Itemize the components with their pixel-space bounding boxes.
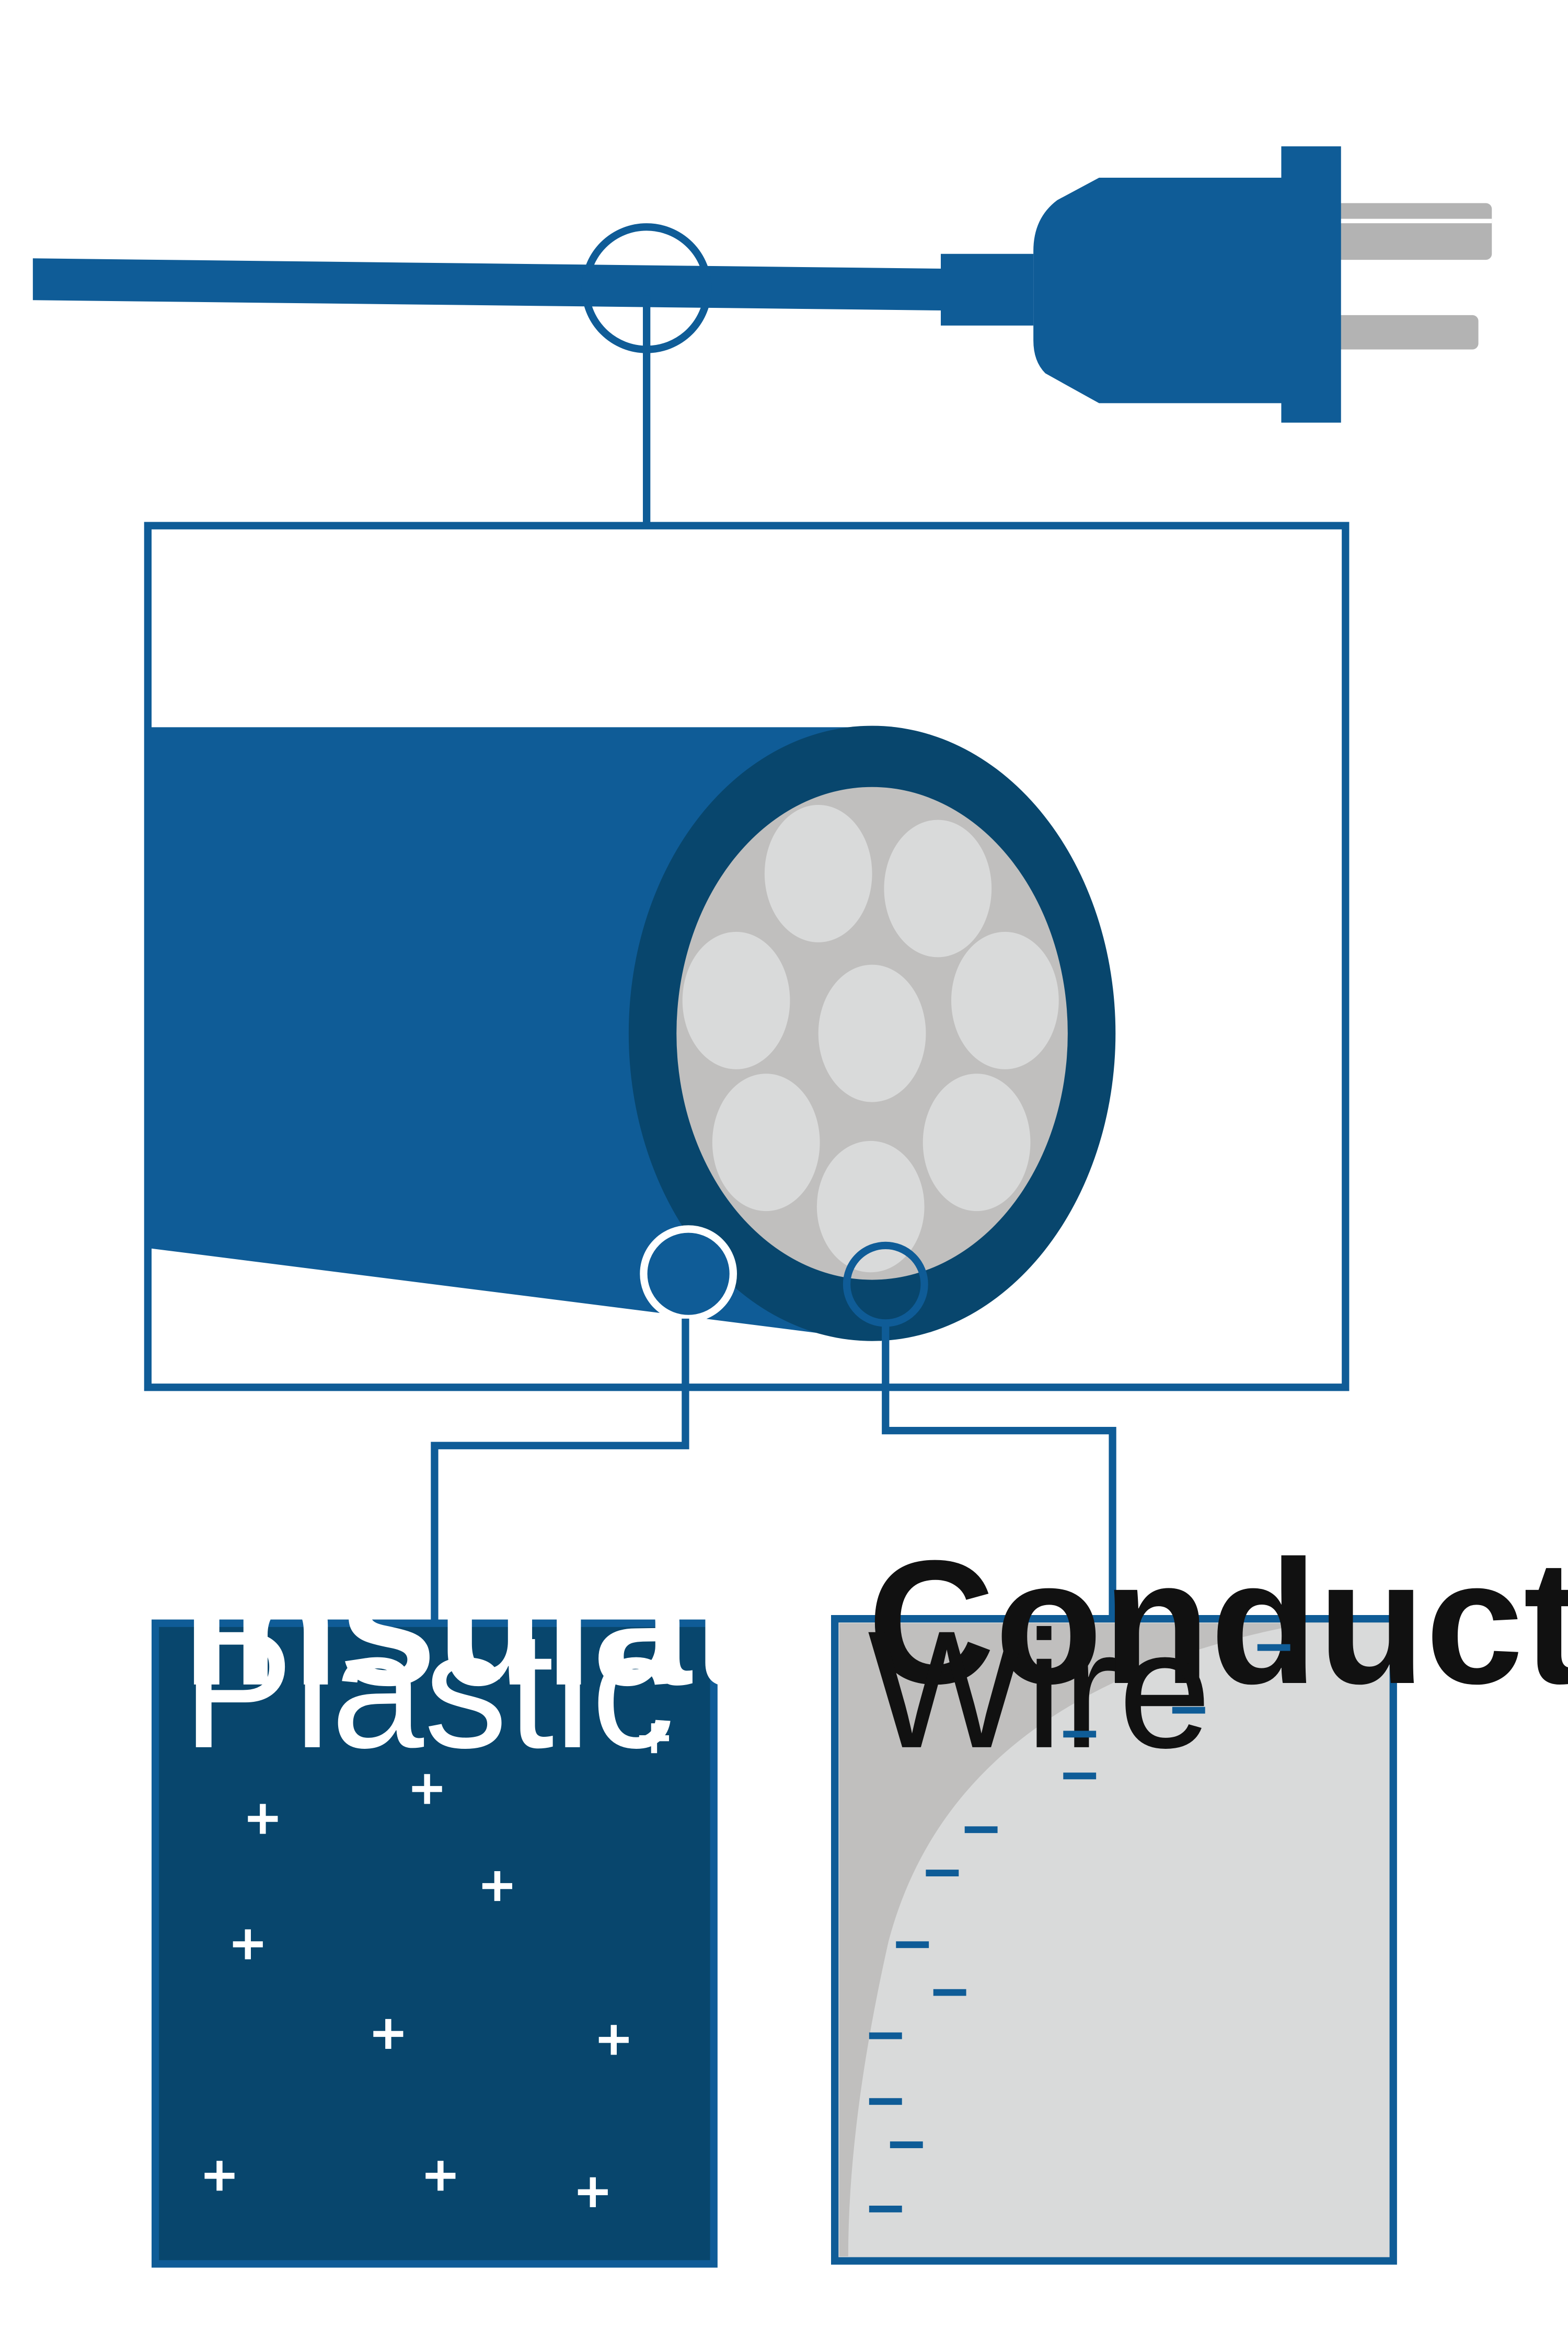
positive-charges [204,1723,669,2207]
insulator-magnifier-ring [640,1225,737,1322]
minus-charge-icon [1172,1707,1205,1714]
plug-prong-bottom [1321,315,1479,350]
wire-strand [884,820,992,958]
plus-charge-icon [373,2019,403,2049]
plus-charge-icon [482,1871,512,1901]
power-cord [32,253,1034,326]
wire-strand [712,1074,820,1212]
insulator-connector-line [431,1318,689,1623]
minus-charge-icon [933,1989,966,1996]
wire-strand [951,931,1059,1069]
conductor-subtitle: Wire [868,1596,1212,1783]
plus-charge-icon [248,1804,278,1834]
minus-charge-icon [1257,1644,1290,1651]
electric-plug-icon [1033,146,1492,423]
wire-strand [818,964,926,1102]
wire-strand [764,805,872,942]
conductor-panel: Conductor Wire [831,1524,1568,2265]
plus-charge-icon [598,2025,629,2055]
plus-charge-icon [578,2177,608,2207]
plug-body [1033,146,1341,423]
cord-wire [32,258,956,311]
conductor-connector-line [882,1323,1116,1619]
minus-charge-icon [926,1870,959,1876]
conductor-charge-region [839,1623,1307,2257]
wire-strand [923,1074,1031,1212]
insulator-panel: Insulator Plastic [152,1526,927,2268]
insulator-title: Insulator [182,1526,927,1722]
plus-charge-icon [412,1774,442,1804]
negative-charges [869,1644,1290,2212]
plus-charge-icon [233,1929,263,1959]
minus-charge-icon [869,2206,902,2212]
wire-strand [816,1140,925,1273]
plug-prong-top [1321,203,1492,260]
plus-charge-icon [639,1723,669,1754]
conductor-title: Conductor [868,1524,1568,1721]
minus-charge-icon [869,2032,902,2039]
wire-strand [682,931,790,1069]
minus-charge-icon [1063,1731,1097,1738]
minus-charge-icon [896,1941,929,1949]
plus-charge-icon [425,2161,456,2191]
conductor-magnifier-ring [843,1241,928,1327]
plus-charge-icon [204,2161,235,2191]
minus-charge-icon [1063,1772,1097,1780]
plug-collar [941,253,1034,326]
minus-charge-icon [869,2098,902,2105]
minus-charge-icon [964,1826,998,1834]
cable-cross-section-icon [151,725,1116,1341]
minus-charge-icon [890,2141,923,2148]
insulator-subtitle: Plastic [182,1596,675,1783]
